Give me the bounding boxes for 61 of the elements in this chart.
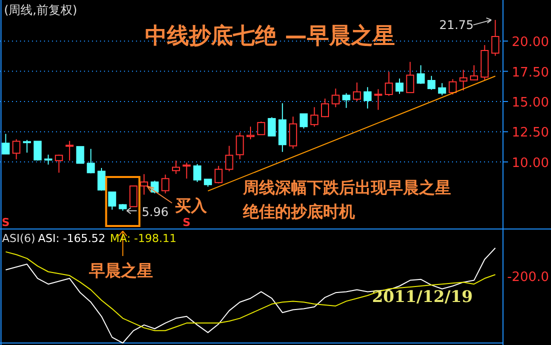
candlestick <box>396 78 404 94</box>
candlestick <box>427 75 436 90</box>
candlestick <box>140 174 148 196</box>
candlestick <box>352 82 361 102</box>
annotation: 21.75 <box>439 18 474 32</box>
candlestick <box>300 113 308 130</box>
candlestick <box>172 160 180 174</box>
annotation: 5.96 <box>142 204 168 219</box>
text: -200.0 <box>507 270 549 285</box>
candlestick <box>54 154 63 174</box>
candlestick <box>66 140 74 162</box>
candlestick <box>310 106 318 128</box>
candlestick <box>364 86 372 110</box>
candlestick <box>342 92 350 108</box>
annotation: 早晨之星 <box>88 261 153 280</box>
candlestick <box>438 82 446 96</box>
y-tick-label: 17.50 <box>512 65 549 80</box>
candlestick <box>491 19 500 56</box>
candlestick <box>246 126 254 140</box>
candlestick <box>384 71 393 96</box>
candlestick <box>2 133 10 154</box>
candlestick <box>86 148 95 174</box>
candlestick <box>108 192 116 210</box>
candlestick <box>236 132 244 160</box>
candlestick <box>416 64 425 84</box>
candlestick <box>225 145 234 172</box>
candlestick <box>161 174 170 194</box>
chart-subtitle: (周线,前复权) <box>4 3 78 17</box>
candlestick <box>321 98 330 118</box>
candlestick <box>459 69 468 92</box>
chart-title: ASI(6) <box>2 232 36 245</box>
candlestick <box>22 139 31 154</box>
y-tick-label: 20.00 <box>512 35 549 50</box>
annotation: 周线深幅下跌后出现早晨之星 <box>242 178 451 197</box>
candlestick <box>129 185 138 208</box>
text: 中线抄底七绝 —早晨之星 <box>145 23 395 49</box>
annotation: 买入 <box>175 196 208 215</box>
candlestick <box>193 163 202 182</box>
candlestick <box>289 116 298 150</box>
candlestick <box>268 116 276 136</box>
candlestick <box>374 88 382 110</box>
candlestick <box>406 61 414 94</box>
annotation: 2011/12/19 <box>372 287 473 306</box>
candlestick <box>97 167 106 192</box>
candlestick <box>470 64 478 80</box>
text: ASI: -165.52 <box>38 232 106 245</box>
y-tick-label: 10.00 <box>512 156 549 171</box>
annotation: 绝佳的抄底时机 <box>242 202 355 221</box>
annotation: S <box>2 216 10 229</box>
y-tick-label: 15.00 <box>512 96 549 111</box>
candlestick <box>44 154 52 166</box>
candlestick <box>34 140 42 162</box>
candlestick <box>76 146 84 164</box>
candlestick <box>182 162 191 180</box>
y-tick-label: 12.50 <box>512 126 549 141</box>
candlestick <box>12 138 20 160</box>
annotation: S <box>182 216 191 229</box>
candlestick <box>332 88 340 108</box>
candlestick <box>448 78 457 95</box>
candlestick <box>257 121 266 136</box>
candlestick <box>214 165 223 184</box>
